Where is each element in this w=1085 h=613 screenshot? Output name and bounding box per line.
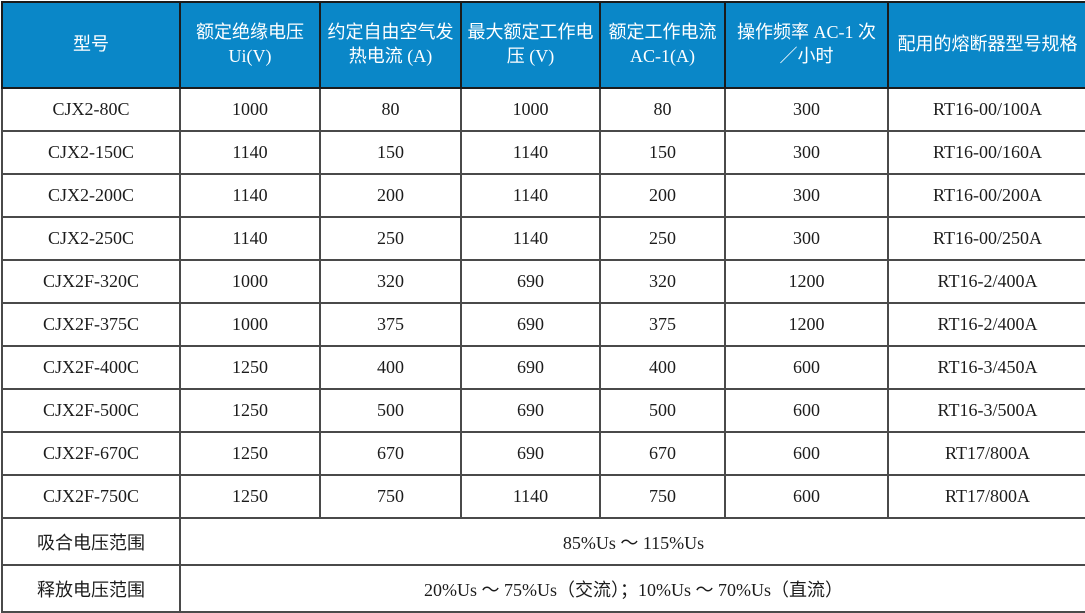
value-cell: 750 [319,474,462,519]
model-cell: CJX2F-750C [1,474,181,519]
value-cell: 1250 [179,431,321,476]
table-row: CJX2-200C 1140 200 1140 200 300 RT16-00/200A [1,173,1085,218]
value-cell: RT16-3/450A [887,345,1085,390]
value-cell: 670 [599,431,726,476]
value-cell: 1140 [179,130,321,175]
value-cell: 375 [599,302,726,347]
model-cell: CJX2F-400C [1,345,181,390]
table-row: CJX2-150C 1140 150 1140 150 300 RT16-00/160A [1,130,1085,175]
table-header: 型号 额定绝缘电压 Ui(V) 约定自由空气发热电流 (A) 最大额定工作电压 (V)… [1,1,1085,89]
footer-value-release-voltage: 20%Us ～ 75%Us（交流）；10%Us ～ 70%Us（直流） [179,564,1085,613]
table-row: CJX2F-400C 1250 400 690 400 600 RT16-3/450A [1,345,1085,390]
header-cell-1: 额定绝缘电压 Ui(V) [179,1,321,89]
value-cell: RT16-3/500A [887,388,1085,433]
value-cell: 690 [460,388,601,433]
value-cell: RT16-2/400A [887,302,1085,347]
value-cell: 320 [599,259,726,304]
value-cell: 80 [599,87,726,132]
value-cell: 1250 [179,388,321,433]
value-cell: 300 [724,87,889,132]
value-cell: 200 [319,173,462,218]
footer-row-release-voltage: 释放电压范围 20%Us ～ 75%Us（交流）；10%Us ～ 70%Us（直… [1,564,1085,613]
value-cell: 300 [724,130,889,175]
footer-label-release-voltage: 释放电压范围 [1,564,181,613]
value-cell: 1140 [460,173,601,218]
footer-value-pickup-voltage: 85%Us ～ 115%Us [179,517,1085,566]
table-row: CJX2-250C 1140 250 1140 250 300 RT16-00/250A [1,216,1085,261]
value-cell: RT16-2/400A [887,259,1085,304]
value-cell: 300 [724,173,889,218]
value-cell: 150 [319,130,462,175]
value-cell: 1140 [460,216,601,261]
value-cell: 500 [319,388,462,433]
header-cell-4: 额定工作电流 AC-1(A) [599,1,726,89]
value-cell: 1140 [460,474,601,519]
value-cell: 80 [319,87,462,132]
model-cell: CJX2-200C [1,173,181,218]
table-footer: 吸合电压范围 85%Us ～ 115%Us 释放电压范围 20%Us ～ 75%… [1,517,1085,613]
model-cell: CJX2-80C [1,87,181,132]
footer-label-pickup-voltage: 吸合电压范围 [1,517,181,566]
value-cell: 375 [319,302,462,347]
value-cell: 1140 [460,130,601,175]
value-cell: 690 [460,302,601,347]
value-cell: 1250 [179,345,321,390]
model-cell: CJX2-150C [1,130,181,175]
value-cell: 600 [724,345,889,390]
value-cell: 600 [724,431,889,476]
value-cell: 300 [724,216,889,261]
value-cell: 750 [599,474,726,519]
table-body: CJX2-80C 1000 80 1000 80 300 RT16-00/100A CJX2-… [1,87,1085,519]
value-cell: 1140 [179,216,321,261]
footer-row-pickup-voltage: 吸合电压范围 85%Us ～ 115%Us [1,517,1085,566]
value-cell: 690 [460,259,601,304]
table-row: CJX2-80C 1000 80 1000 80 300 RT16-00/100A [1,87,1085,132]
model-cell: CJX2F-500C [1,388,181,433]
value-cell: 1000 [179,259,321,304]
value-cell: 1140 [179,173,321,218]
value-cell: RT16-00/100A [887,87,1085,132]
value-cell: 1000 [460,87,601,132]
header-cell-0: 型号 [1,1,181,89]
table-row: CJX2F-500C 1250 500 690 500 600 RT16-3/500A [1,388,1085,433]
table-row: CJX2F-670C 1250 670 690 670 600 RT17/800A [1,431,1085,476]
value-cell: 1200 [724,259,889,304]
model-cell: CJX2F-320C [1,259,181,304]
value-cell: 690 [460,431,601,476]
header-cell-3: 最大额定工作电压 (V) [460,1,601,89]
value-cell: 1000 [179,302,321,347]
value-cell: 400 [599,345,726,390]
header-row: 型号 额定绝缘电压 Ui(V) 约定自由空气发热电流 (A) 最大额定工作电压 (V)… [1,1,1085,89]
table-row: CJX2F-750C 1250 750 1140 750 600 RT17/800A [1,474,1085,519]
value-cell: 250 [599,216,726,261]
value-cell: 400 [319,345,462,390]
model-cell: CJX2F-670C [1,431,181,476]
value-cell: 600 [724,388,889,433]
value-cell: RT16-00/250A [887,216,1085,261]
value-cell: 150 [599,130,726,175]
value-cell: 250 [319,216,462,261]
value-cell: 500 [599,388,726,433]
value-cell: RT17/800A [887,431,1085,476]
value-cell: 1250 [179,474,321,519]
value-cell: RT16-00/200A [887,173,1085,218]
value-cell: 690 [460,345,601,390]
value-cell: 320 [319,259,462,304]
value-cell: RT16-00/160A [887,130,1085,175]
value-cell: 670 [319,431,462,476]
model-cell: CJX2-250C [1,216,181,261]
value-cell: 200 [599,173,726,218]
model-cell: CJX2F-375C [1,302,181,347]
header-cell-6: 配用的熔断器型号规格 [887,1,1085,89]
value-cell: 1000 [179,87,321,132]
value-cell: 1200 [724,302,889,347]
header-cell-2: 约定自由空气发热电流 (A) [319,1,462,89]
value-cell: 600 [724,474,889,519]
table-row: CJX2F-320C 1000 320 690 320 1200 RT16-2/400A [1,259,1085,304]
table-row: CJX2F-375C 1000 375 690 375 1200 RT16-2/400A [1,302,1085,347]
value-cell: RT17/800A [887,474,1085,519]
header-cell-5: 操作频率 AC-1 次／小时 [724,1,889,89]
